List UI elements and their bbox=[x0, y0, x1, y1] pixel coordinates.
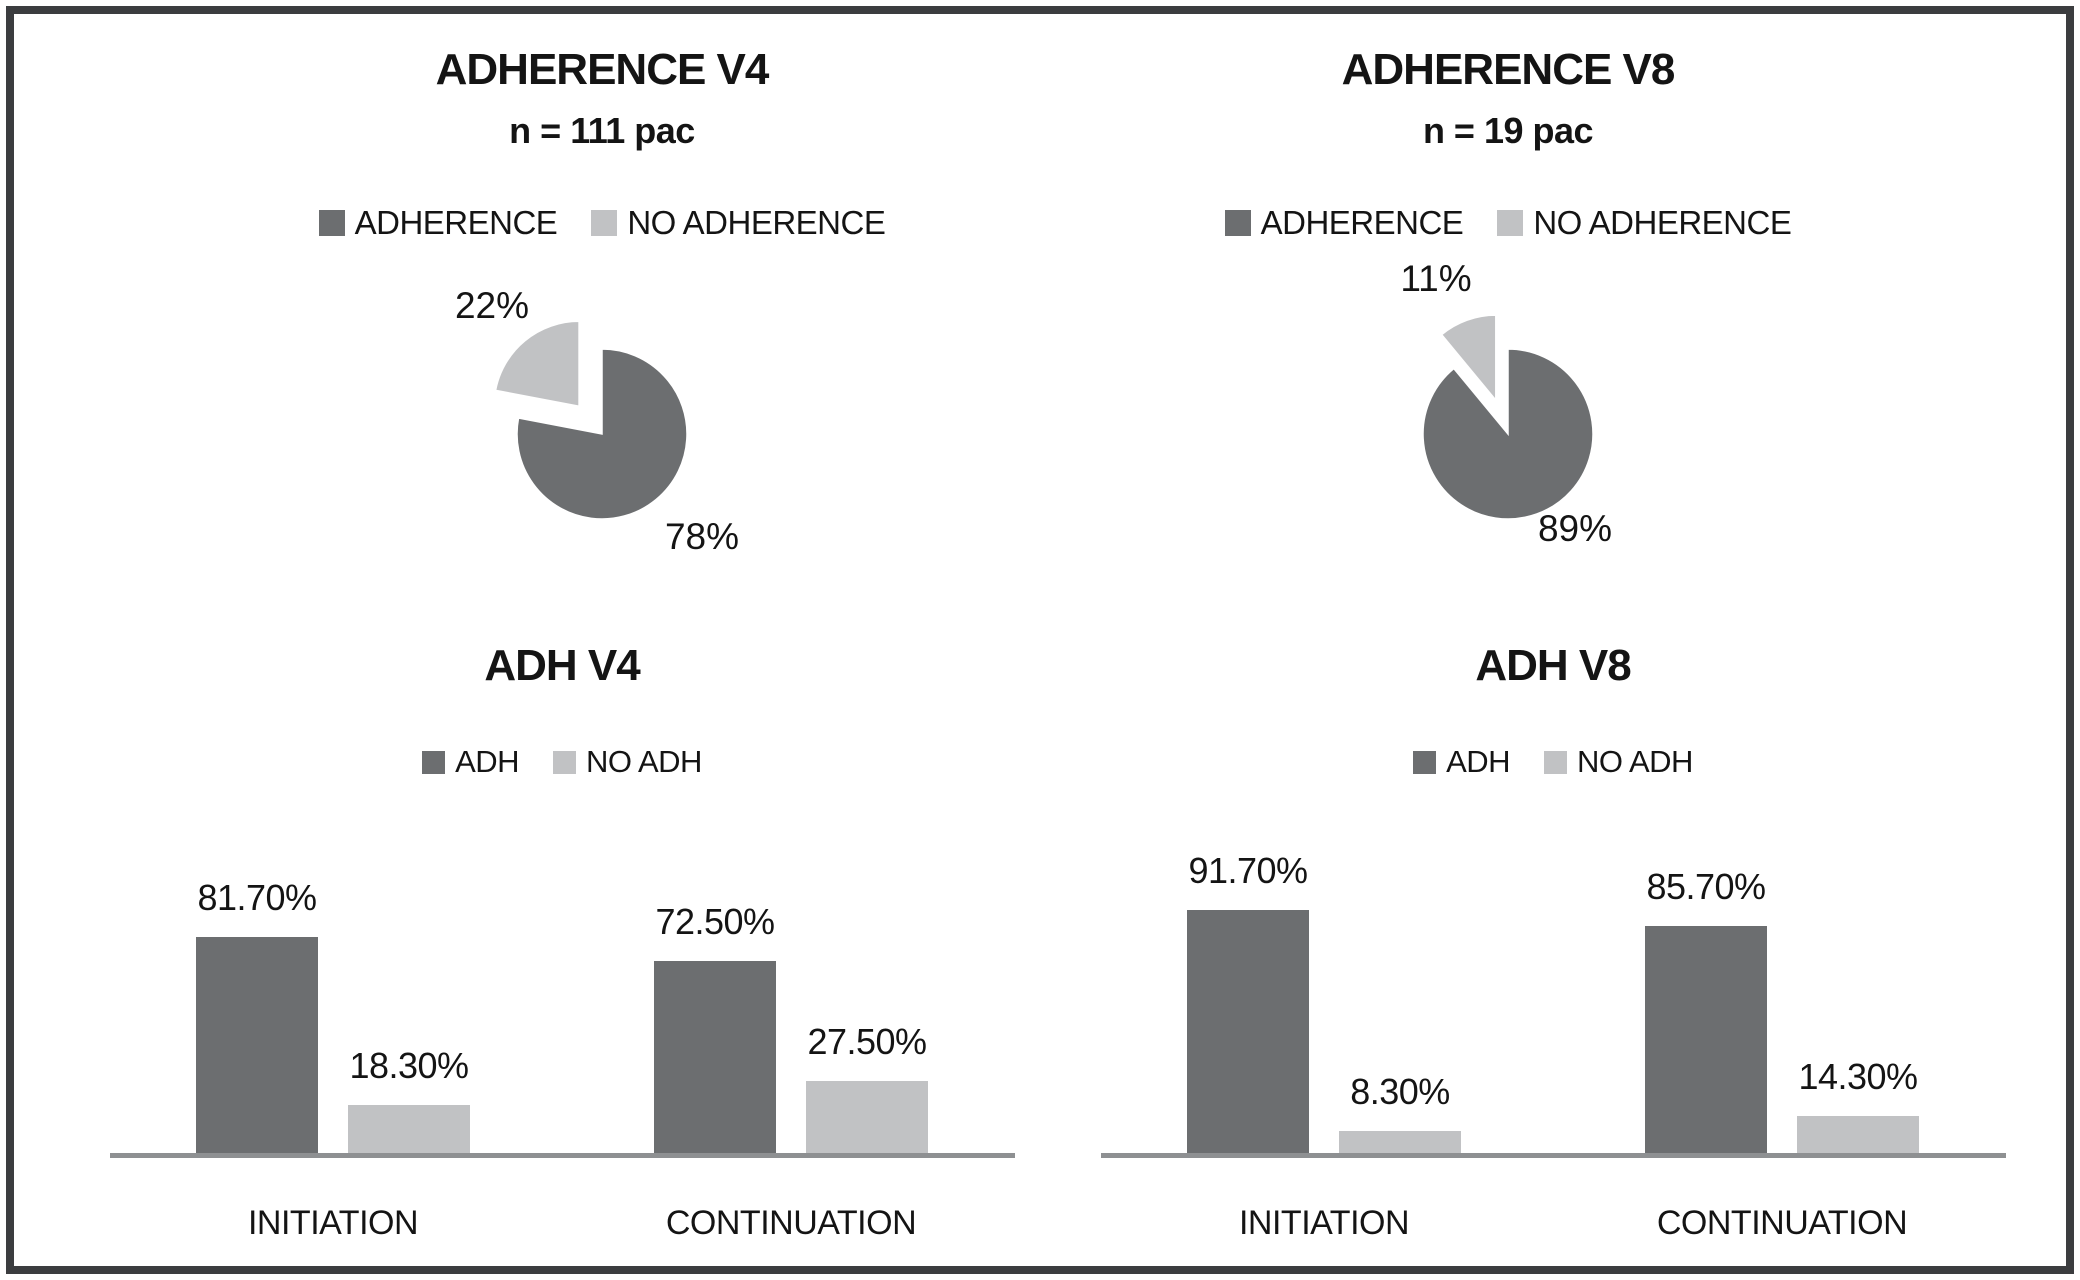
legend-swatch-light-icon bbox=[1544, 750, 1568, 774]
legend-entry-adh: ADH bbox=[422, 744, 520, 780]
slice-label-no-adherence: 22% bbox=[454, 285, 530, 327]
bar-column: 8.30% bbox=[1339, 888, 1461, 1154]
pie-slice-no-adherence bbox=[1440, 314, 1497, 403]
bar-column: 14.30% bbox=[1797, 888, 1919, 1154]
bar-adh bbox=[196, 936, 318, 1154]
bar-adh bbox=[1187, 910, 1309, 1154]
category-labels: INITIATION CONTINUATION bbox=[1040, 1204, 2066, 1243]
legend: ADHERENCE NO ADHERENCE bbox=[164, 204, 1040, 242]
pie-chart-adherence-v4: ADHERENCE V4 n = 111 pac ADHERENCE NO AD… bbox=[14, 14, 1040, 614]
bar-value-label: 91.70% bbox=[1188, 850, 1308, 892]
pie-slice-no-adherence bbox=[494, 320, 580, 408]
slice-label-adherence: 78% bbox=[664, 516, 740, 558]
bar-chart-adh-v4: ADH V4 ADH NO ADH 81.70% 18.30% bbox=[14, 614, 1040, 1266]
legend-entry-no-adherence: NO ADHERENCE bbox=[1497, 204, 1792, 242]
legend-label: ADH bbox=[455, 744, 520, 780]
slice-label-no-adherence: 11% bbox=[1400, 258, 1472, 300]
legend-entry-adherence: ADHERENCE bbox=[318, 204, 558, 242]
legend: ADHERENCE NO ADHERENCE bbox=[1040, 204, 1976, 242]
legend-swatch-dark-icon bbox=[1224, 210, 1251, 237]
pie-plot-area: 22% 78% bbox=[455, 285, 739, 604]
legend-swatch-light-icon bbox=[553, 750, 577, 774]
legend-entry-no-adherence: NO ADHERENCE bbox=[591, 204, 886, 242]
pie bbox=[494, 320, 688, 521]
x-axis-line bbox=[1100, 1153, 2006, 1159]
category-label-continuation: CONTINUATION bbox=[665, 1204, 917, 1243]
bar-column: 27.50% bbox=[806, 888, 928, 1154]
bar-value-label: 72.50% bbox=[655, 901, 775, 943]
legend-entry-adh: ADH bbox=[1413, 744, 1511, 780]
bar-chart-adh-v8: ADH V8 ADH NO ADH 91.70% 8.30% bbox=[1040, 614, 2066, 1266]
bar-group-initiation: 91.70% 8.30% bbox=[1187, 850, 1461, 1154]
legend-label: NO ADHERENCE bbox=[1533, 204, 1792, 242]
chart-title: ADH V4 bbox=[484, 641, 640, 690]
bar-no-adh bbox=[348, 1104, 470, 1154]
chart-subtitle: n = 19 pac bbox=[1422, 110, 1594, 152]
bar-value-label: 18.30% bbox=[349, 1044, 469, 1086]
pie bbox=[1422, 314, 1594, 521]
bar-no-adh bbox=[1339, 1131, 1461, 1154]
legend-swatch-dark-icon bbox=[422, 750, 446, 774]
bar-group-initiation: 81.70% 18.30% bbox=[196, 877, 470, 1154]
legend-label: NO ADHERENCE bbox=[627, 204, 886, 242]
legend-swatch-dark-icon bbox=[318, 210, 345, 237]
chart-title: ADHERENCE V8 bbox=[1341, 45, 1676, 94]
legend: ADH NO ADH bbox=[84, 744, 1040, 780]
bar-plot-area: 81.70% 18.30% 72.50% 27.50% bbox=[84, 877, 1040, 1154]
legend-swatch-dark-icon bbox=[1413, 750, 1437, 774]
bar-value-label: 27.50% bbox=[807, 1020, 927, 1062]
bar-no-adh bbox=[806, 1080, 928, 1154]
legend-label: ADHERENCE bbox=[354, 204, 558, 242]
bar-group-continuation: 85.70% 14.30% bbox=[1645, 866, 1919, 1154]
category-labels: INITIATION CONTINUATION bbox=[84, 1204, 1040, 1243]
bar-value-label: 14.30% bbox=[1798, 1055, 1918, 1097]
pie-plot-area: 11% 89% bbox=[1378, 258, 1638, 604]
category-label-continuation: CONTINUATION bbox=[1656, 1204, 1908, 1243]
bar-column: 85.70% bbox=[1645, 866, 1767, 1154]
legend-swatch-light-icon bbox=[1497, 210, 1524, 237]
bar-value-label: 81.70% bbox=[197, 876, 317, 918]
bar-adh bbox=[654, 961, 776, 1154]
legend-label: ADHERENCE bbox=[1260, 204, 1464, 242]
legend-label: NO ADH bbox=[586, 744, 702, 780]
bar-column: 72.50% bbox=[654, 888, 776, 1154]
legend-swatch-light-icon bbox=[591, 210, 618, 237]
category-label-initiation: INITIATION bbox=[247, 1204, 419, 1243]
bar-plot-area: 91.70% 8.30% 85.70% 14.30% bbox=[1040, 850, 2066, 1154]
category-label-initiation: INITIATION bbox=[1238, 1204, 1410, 1243]
chart-subtitle: n = 111 pac bbox=[509, 110, 695, 152]
legend-label: ADH bbox=[1446, 744, 1511, 780]
pie-slice-adherence bbox=[516, 348, 688, 521]
legend-label: NO ADH bbox=[1577, 744, 1693, 780]
bar-adh bbox=[1645, 926, 1767, 1154]
slice-label-adherence: 89% bbox=[1537, 508, 1613, 550]
bar-column: 91.70% bbox=[1187, 850, 1309, 1154]
pie-chart-adherence-v8: ADHERENCE V8 n = 19 pac ADHERENCE NO ADH… bbox=[1040, 14, 2066, 614]
pie-slice-adherence bbox=[1422, 348, 1594, 521]
bar-no-adh bbox=[1797, 1115, 1919, 1154]
bar-value-label: 8.30% bbox=[1350, 1071, 1450, 1113]
figure-frame: ADHERENCE V4 n = 111 pac ADHERENCE NO AD… bbox=[6, 6, 2074, 1274]
bar-column: 18.30% bbox=[348, 888, 470, 1154]
bar-value-label: 85.70% bbox=[1646, 866, 1766, 908]
chart-title: ADHERENCE V4 bbox=[435, 45, 770, 94]
legend-entry-no-adh: NO ADH bbox=[553, 744, 702, 780]
legend-entry-adherence: ADHERENCE bbox=[1224, 204, 1464, 242]
bar-group-continuation: 72.50% 27.50% bbox=[654, 888, 928, 1154]
chart-title: ADH V8 bbox=[1475, 641, 1631, 690]
x-axis-line bbox=[109, 1153, 1015, 1159]
legend-entry-no-adh: NO ADH bbox=[1544, 744, 1693, 780]
bar-column: 81.70% bbox=[196, 877, 318, 1154]
legend: ADH NO ADH bbox=[1040, 744, 2066, 780]
